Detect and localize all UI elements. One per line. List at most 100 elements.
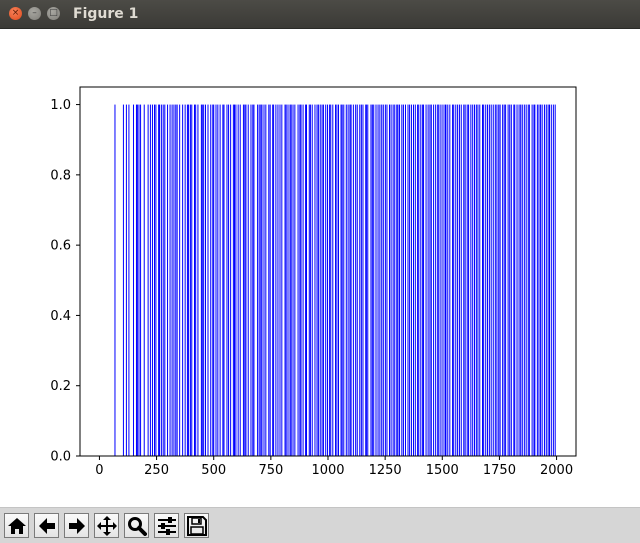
bar [125, 104, 127, 457]
bar [550, 104, 552, 457]
bar [475, 104, 477, 457]
bar [345, 104, 347, 457]
bar [247, 104, 249, 457]
bar [138, 104, 140, 457]
bar [528, 104, 530, 457]
bar [200, 104, 202, 457]
save-icon [187, 516, 207, 536]
bar [268, 104, 270, 457]
bar [402, 104, 404, 457]
configure-subplots-button[interactable] [154, 513, 179, 538]
bar [356, 104, 358, 457]
bar [422, 104, 424, 457]
bar [498, 104, 500, 457]
bar [136, 104, 138, 457]
bar [365, 104, 367, 457]
bar [554, 104, 556, 457]
bar [377, 104, 379, 457]
bar [425, 104, 427, 457]
window-close-button[interactable]: × [9, 7, 22, 20]
bar [409, 104, 411, 457]
bar [203, 104, 205, 457]
bar [455, 104, 457, 457]
bar [452, 104, 454, 457]
bar [279, 104, 281, 457]
bar [308, 104, 310, 457]
bar [438, 104, 440, 457]
bar [392, 104, 394, 457]
bar [223, 104, 225, 457]
home-button[interactable] [4, 513, 29, 538]
bar [466, 104, 468, 457]
bar [213, 104, 215, 457]
bar [122, 104, 124, 457]
bar [479, 104, 481, 457]
bar [404, 104, 406, 457]
bar [523, 104, 525, 457]
bar [355, 104, 357, 457]
bar [483, 104, 485, 457]
bar [186, 104, 188, 457]
bar [401, 104, 403, 457]
bar-series [114, 104, 556, 457]
bar [284, 104, 286, 457]
bar [184, 104, 186, 457]
x-axis: 0 250 500 750 1000 1250 1500 1750 2000 [95, 456, 573, 478]
forward-button[interactable] [64, 513, 89, 538]
bar [260, 104, 262, 457]
bar [543, 104, 545, 457]
bar [338, 104, 340, 457]
window-minimize-button[interactable]: – [28, 7, 41, 20]
bar [294, 104, 296, 457]
bar [162, 104, 164, 457]
bar [197, 104, 199, 457]
bar [521, 104, 523, 457]
bar [381, 104, 383, 457]
bar [444, 104, 446, 457]
bar [513, 104, 515, 457]
bar [427, 104, 429, 457]
bar [306, 104, 308, 457]
x-tick-label: 2000 [540, 463, 573, 478]
bar [518, 104, 520, 457]
bar [176, 104, 178, 457]
bar [277, 104, 279, 457]
bar [222, 104, 224, 457]
bar [430, 104, 432, 457]
bar [316, 104, 318, 457]
pan-button[interactable] [94, 513, 119, 538]
window-maximize-button[interactable]: □ [47, 7, 60, 20]
bar [263, 104, 265, 457]
bar [234, 104, 236, 457]
forward-arrow-icon [69, 518, 85, 534]
bar [445, 104, 447, 457]
y-tick-label: 0.0 [50, 450, 71, 465]
bar [540, 104, 542, 457]
save-button[interactable] [184, 513, 209, 538]
bar [347, 104, 349, 457]
zoom-button[interactable] [124, 513, 149, 538]
bar [394, 104, 396, 457]
bar [349, 104, 351, 457]
bar [302, 104, 304, 457]
bar [407, 104, 409, 457]
bar [435, 104, 437, 457]
bar [457, 104, 459, 457]
bar [494, 104, 496, 457]
figure-canvas[interactable]: 0 250 500 750 1000 1250 1500 1750 2000 0.0 0.2 0.4… [0, 29, 640, 507]
bar [194, 104, 196, 457]
bar [341, 104, 343, 457]
bar [538, 104, 540, 457]
bar [135, 104, 137, 457]
bar [160, 104, 162, 457]
bar [239, 104, 241, 457]
x-tick-label: 750 [258, 463, 283, 478]
bar [237, 104, 239, 457]
window-title: Figure 1 [73, 6, 139, 22]
bar [250, 104, 252, 457]
bar [460, 104, 462, 457]
bar [287, 104, 289, 457]
bar [335, 104, 337, 457]
back-button[interactable] [34, 513, 59, 538]
bar [173, 104, 175, 457]
